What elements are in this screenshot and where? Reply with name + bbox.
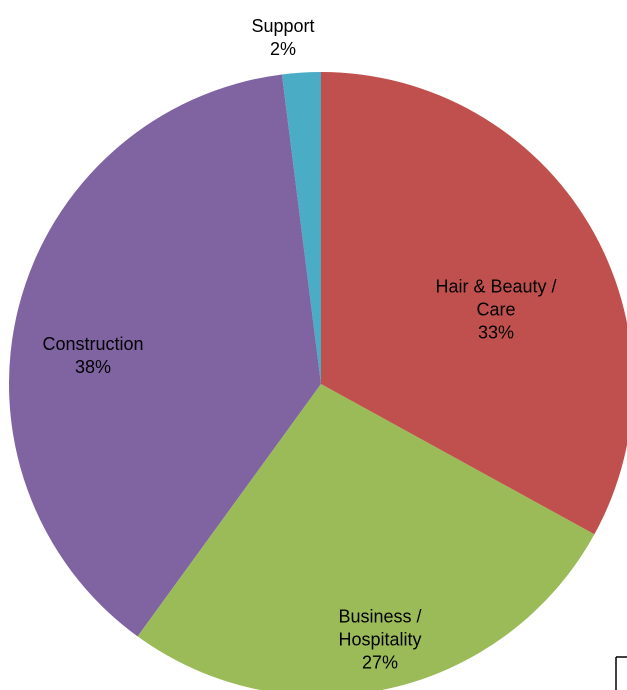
pie-slice (281, 72, 321, 384)
value-label: 27% (361, 652, 399, 673)
value-label: 38% (74, 357, 112, 377)
category-label: Construction (42, 334, 144, 354)
value-label: 2% (269, 39, 296, 59)
slice-label: Hair & Beauty / Care 33% (421, 276, 571, 345)
value-label: 33% (477, 322, 515, 343)
category-label: Business / Hospitality (338, 606, 422, 650)
category-label: Support (251, 16, 315, 36)
category-label: Hair & Beauty / Care (435, 276, 557, 320)
pie-slice (321, 72, 627, 535)
slice-label: Business / Hospitality 27% (315, 606, 445, 675)
slice-label: Construction 38% (0, 333, 193, 379)
pie-slice (137, 384, 595, 690)
slice-label: Support 2% (223, 15, 343, 61)
legend-box-edge (615, 656, 627, 690)
pie-slice (8, 74, 321, 637)
